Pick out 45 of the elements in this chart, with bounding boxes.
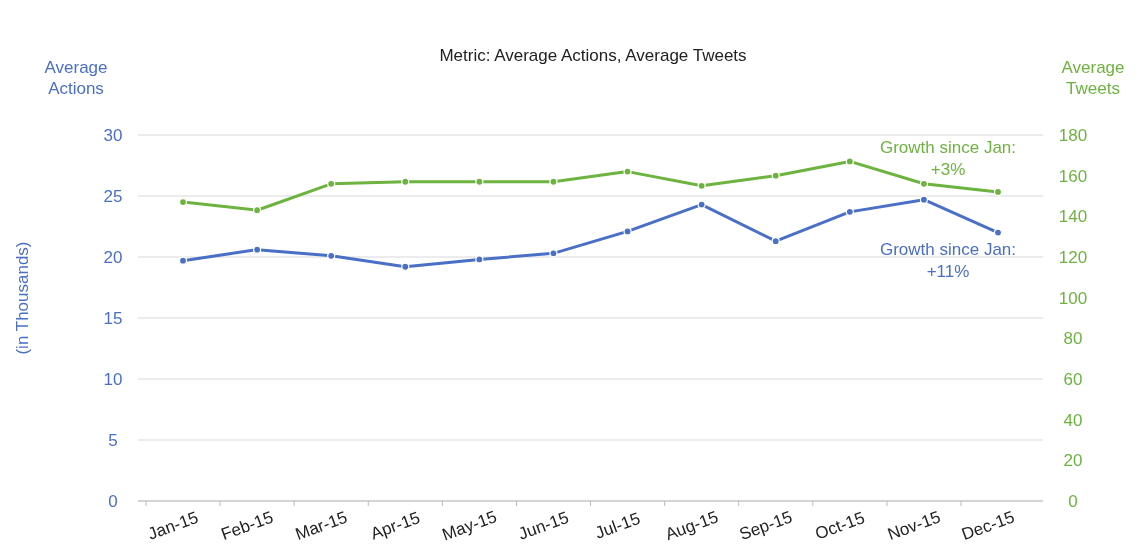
y-tick-label: 15 <box>103 308 123 328</box>
y-tick-label: 0 <box>108 491 118 511</box>
point <box>623 227 632 236</box>
x-tick-label: Jun-15 <box>515 508 572 544</box>
y2-tick-label: 80 <box>1063 329 1083 349</box>
point <box>845 157 854 166</box>
chart-title: Metric: Average Actions, Average Tweets <box>439 46 747 65</box>
point <box>697 200 706 209</box>
text: (in Thousands) <box>13 241 32 355</box>
point <box>475 177 484 186</box>
x-tick-label: Sep-15 <box>736 507 795 545</box>
y-tick-label: 20 <box>103 247 123 267</box>
point <box>475 255 484 264</box>
point <box>252 245 262 254</box>
point <box>771 171 780 180</box>
x-tick-label: Jul-15 <box>592 508 643 543</box>
y2-tick-label: 100 <box>1058 288 1088 308</box>
y2-tick-label: 0 <box>1068 491 1078 511</box>
y-tick-label: 25 <box>103 186 123 206</box>
y2-tick-label: 140 <box>1058 207 1088 227</box>
y2-tick-label: 120 <box>1058 247 1088 267</box>
y2-tick-label: 160 <box>1058 166 1088 186</box>
y2-tick-label: 180 <box>1058 125 1088 145</box>
point <box>623 167 632 176</box>
point <box>919 195 929 204</box>
y-axis-title: Average Actions <box>44 58 108 98</box>
y-tick-label: 5 <box>108 430 118 450</box>
x-tick-label: Apr-15 <box>368 508 423 544</box>
y2-tick-label: 60 <box>1063 369 1083 389</box>
point <box>178 198 188 207</box>
x-tick-label: Oct-15 <box>812 508 868 544</box>
point <box>549 177 558 186</box>
y2-tick-label: 40 <box>1063 410 1083 430</box>
point <box>401 177 410 186</box>
annotation: Growth since Jan: +3% <box>879 138 1017 179</box>
y-tick-label: 30 <box>103 125 123 145</box>
point <box>993 228 1003 237</box>
point <box>771 237 780 246</box>
annotation: Growth since Jan: +11% <box>879 240 1017 281</box>
point <box>549 249 558 258</box>
y2-axis-title: Average Tweets <box>1061 58 1125 98</box>
point <box>252 206 262 215</box>
y2-tick-label: 20 <box>1063 451 1083 471</box>
y-tick-label: 10 <box>103 369 123 389</box>
point <box>401 262 410 271</box>
